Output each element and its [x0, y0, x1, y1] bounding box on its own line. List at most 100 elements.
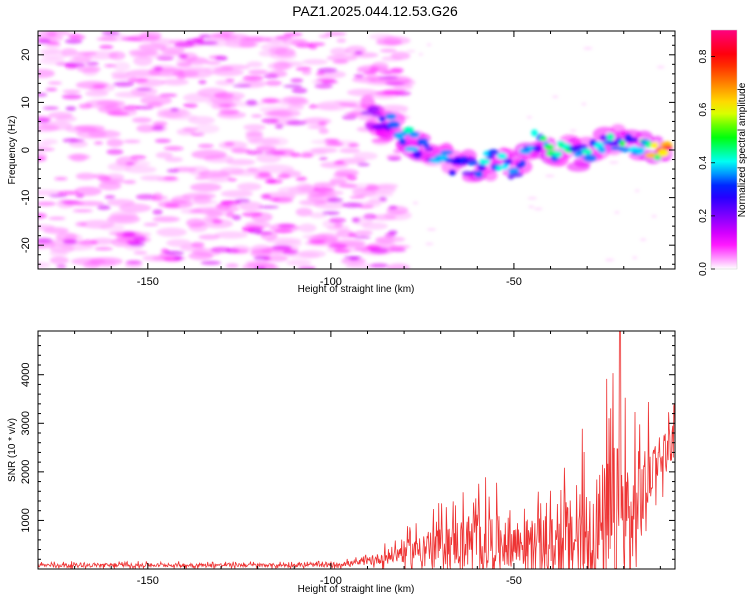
noise-cell — [295, 176, 307, 182]
sparse-noise-cell — [569, 129, 577, 132]
noise-cell — [62, 239, 78, 245]
noise-wash-cell — [265, 254, 289, 262]
noise-cell — [258, 205, 279, 209]
noise-cell — [366, 184, 378, 188]
noise-cell — [274, 228, 293, 234]
noise-wash-cell — [38, 69, 55, 78]
noise-wash-cell — [377, 185, 397, 194]
noise-cell — [283, 32, 303, 37]
noise-wash-cell — [183, 93, 214, 103]
noise-cell — [241, 211, 263, 217]
spectrogram-xtick-label: -100 — [320, 276, 342, 288]
noise-cell — [48, 216, 66, 220]
signal-core-cell — [531, 129, 538, 137]
colorbar-label: Normalized spectral amplitude — [737, 82, 748, 217]
noise-wash-cell — [38, 261, 51, 269]
noise-cell — [190, 132, 205, 136]
noise-wash-cell — [243, 124, 266, 131]
noise-cell — [338, 102, 358, 107]
signal-core-cell — [404, 146, 419, 152]
noise-cell — [60, 200, 80, 204]
noise-wash-cell — [152, 216, 180, 223]
noise-wash-cell — [258, 164, 295, 174]
noise-cell — [94, 247, 113, 251]
signal-core-cell — [461, 170, 473, 176]
noise-cell — [231, 249, 249, 254]
noise-cell — [152, 121, 168, 127]
noise-cell — [306, 42, 326, 47]
noise-cell — [349, 257, 360, 261]
noise-wash-cell — [204, 67, 223, 74]
noise-wash-cell — [128, 49, 159, 56]
noise-cell — [38, 212, 47, 219]
noise-cell — [316, 71, 325, 75]
snr-background — [38, 331, 675, 569]
noise-cell — [255, 145, 277, 152]
noise-wash-cell — [38, 224, 55, 230]
noise-cell — [336, 38, 347, 43]
noise-cell — [189, 209, 203, 213]
signal-core-cell — [597, 146, 607, 154]
noise-cell — [328, 217, 346, 224]
noise-cell — [133, 250, 148, 255]
noise-cell — [170, 108, 180, 112]
spectrogram-ytick-label: -20 — [20, 237, 32, 253]
noise-cell — [178, 53, 188, 59]
spectrogram-ytick-label: 0 — [20, 147, 32, 153]
colorbar-tick-label: 0.8 — [698, 49, 709, 63]
noise-cell — [319, 156, 328, 161]
noise-cell — [262, 98, 279, 103]
noise-wash-cell — [326, 54, 358, 62]
sparse-noise-cell — [552, 95, 559, 99]
snr-xlabel: Height of straight line (km) — [298, 584, 415, 595]
noise-wash-cell — [206, 173, 232, 183]
noise-cell — [78, 103, 93, 109]
noise-wash-cell — [309, 212, 327, 219]
noise-wash-cell — [381, 55, 403, 62]
noise-wash-cell — [188, 116, 216, 125]
noise-wash-cell — [256, 153, 282, 163]
figure-title: PAZ1.2025.044.12.53.G26 — [292, 3, 458, 19]
noise-cell — [308, 104, 318, 109]
signal-core-cell — [448, 169, 457, 176]
sparse-noise-cell — [528, 205, 535, 208]
noise-cell — [271, 245, 292, 250]
noise-cell — [261, 117, 280, 124]
noise-cell — [318, 128, 329, 134]
noise-cell — [379, 48, 397, 53]
noise-cell — [275, 35, 293, 40]
noise-wash-cell — [295, 182, 312, 193]
noise-wash-cell — [98, 181, 122, 191]
noise-cell — [47, 81, 62, 85]
snr-panel: -150 -100 -50 1000 2000 3000 4000 Height of st… — [7, 330, 676, 595]
sparse-noise-cell — [545, 174, 555, 178]
noise-wash-cell — [85, 90, 109, 97]
noise-cell — [351, 217, 361, 223]
noise-cell — [301, 69, 312, 75]
noise-cell — [254, 266, 267, 269]
noise-cell — [390, 67, 404, 73]
noise-cell — [38, 201, 57, 207]
signal-core-cell — [503, 158, 513, 166]
noise-cell — [378, 76, 399, 80]
noise-wash-cell — [166, 239, 192, 247]
noise-wash-cell — [330, 47, 349, 56]
noise-cell — [349, 195, 366, 199]
noise-cell — [324, 32, 347, 36]
noise-wash-cell — [246, 61, 263, 68]
noise-wash-cell — [370, 214, 397, 221]
signal-core-cell — [422, 142, 430, 148]
noise-cell — [358, 205, 374, 209]
noise-cell — [47, 41, 61, 46]
noise-wash-cell — [245, 36, 272, 42]
noise-cell — [318, 34, 331, 39]
spectrogram-xlabel: Height of straight line (km) — [298, 284, 415, 295]
noise-cell — [283, 84, 303, 88]
noise-cell — [107, 111, 130, 116]
noise-cell — [385, 81, 405, 86]
noise-cell — [277, 223, 296, 229]
noise-cell — [136, 87, 152, 91]
noise-wash-cell — [286, 259, 312, 266]
noise-cell — [164, 203, 180, 208]
